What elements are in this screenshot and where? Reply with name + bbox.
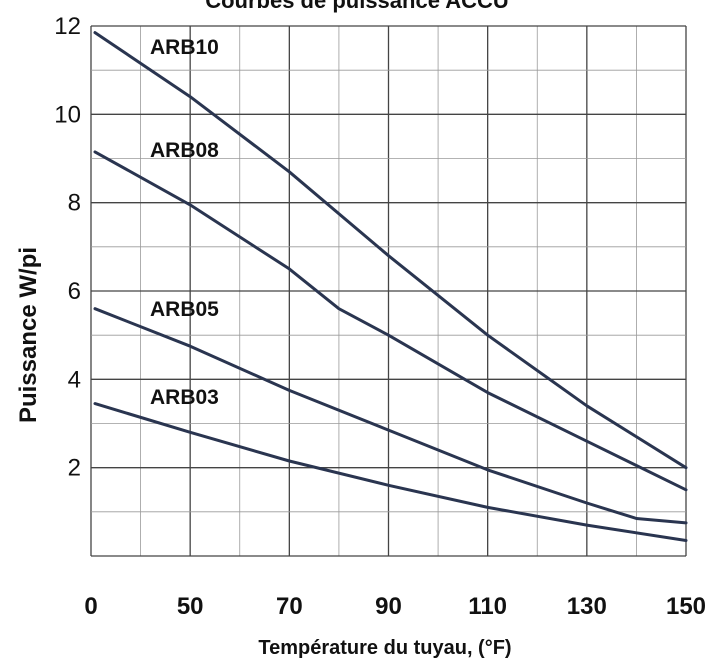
x-axis-label: Température du tuyau, (°F) [258,637,511,659]
series-label-arb03: ARB03 [150,386,219,409]
chart-title: Courbes de puissance ACCU [205,0,509,13]
x-tick-label: 150 [666,593,706,620]
x-tick-label: 50 [177,593,204,620]
series-label-arb10: ARB10 [150,36,219,59]
series-line-arb10 [93,31,688,470]
y-tick-label: 2 [68,455,81,482]
x-tick-label: 90 [375,593,402,620]
series-line-arb05 [93,307,688,525]
x-axis-ticks: 0 50 70 90 110 130 150 [84,593,706,620]
y-tick-label: 10 [54,101,81,128]
y-tick-label: 6 [68,278,81,305]
x-tick-label: 0 [84,593,97,620]
x-tick-label: 110 [468,593,507,620]
y-tick-label: 4 [68,366,81,393]
y-tick-label: 12 [54,13,81,40]
x-tick-label: 70 [276,593,303,620]
chart-series: ARB10 ARB08 ARB05 ARB03 [93,31,688,542]
series-line-arb08 [93,150,688,492]
y-axis-label: Puissance W/pi [15,247,42,423]
y-tick-label: 8 [68,190,81,217]
series-label-arb05: ARB05 [150,298,219,321]
series-label-arb08: ARB08 [150,139,219,162]
chart-grid [90,25,687,557]
x-tick-label: 130 [567,593,607,620]
y-axis-ticks: 2 4 6 8 10 12 [54,13,81,482]
series-line-arb03 [93,402,688,542]
